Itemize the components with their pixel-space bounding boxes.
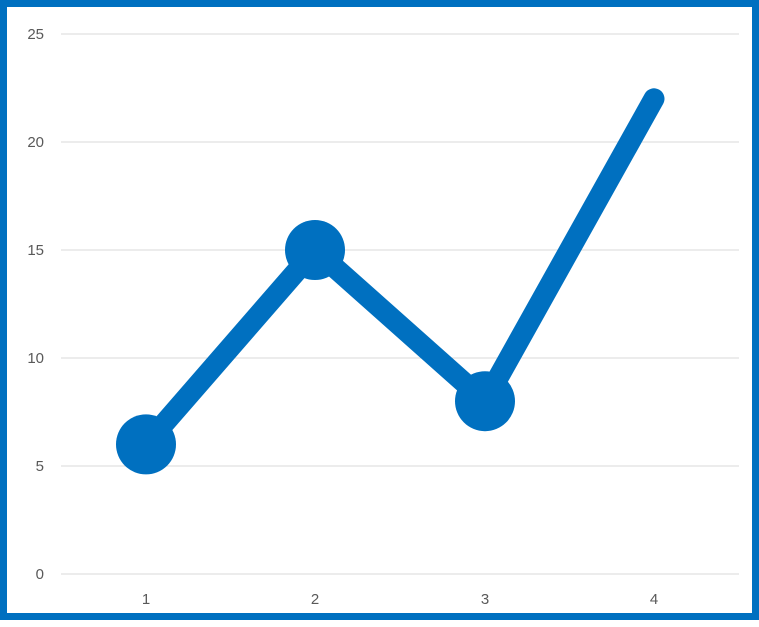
series-layer [116,88,665,475]
y-tick-label: 15 [27,242,44,259]
x-axis-tick-labels: 1 2 3 4 [142,591,658,608]
x-tick-label: 4 [650,591,658,608]
y-tick-label: 0 [36,566,44,583]
x-tick-label: 3 [481,591,489,608]
data-point-marker [285,220,345,280]
x-tick-label: 1 [142,591,150,608]
y-axis-tick-labels: 0 5 10 15 20 25 [27,26,44,583]
y-tick-label: 10 [27,350,44,367]
y-tick-label: 20 [27,134,44,151]
x-tick-label: 2 [311,591,319,608]
line-chart: 0 5 10 15 20 25 1 2 3 4 [27,26,739,608]
data-point-marker [116,414,176,475]
y-tick-label: 5 [36,458,44,475]
data-point-marker [455,371,515,432]
gridlines [61,33,739,575]
y-tick-label: 25 [27,26,44,43]
series-line [135,88,665,455]
